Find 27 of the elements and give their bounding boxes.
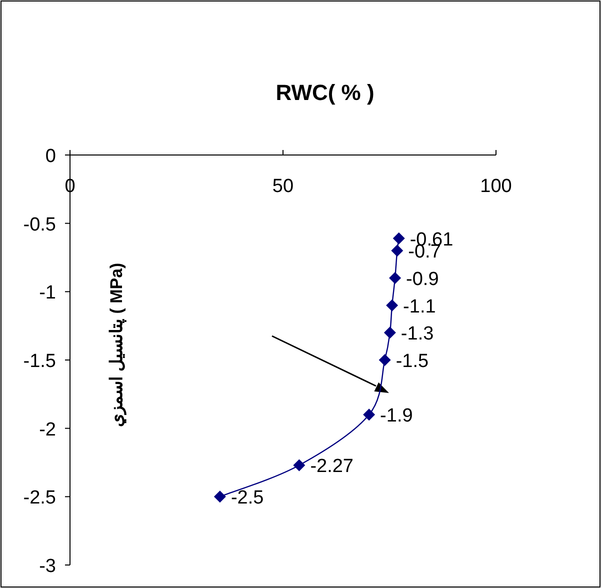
data-label: -0.9	[406, 269, 439, 290]
y-axis-title: پتانسیل اسمزي ( MPa)	[107, 262, 127, 428]
y-tick-label: -1.5	[23, 351, 56, 372]
point	[391, 244, 404, 257]
x-tick-label: 100	[480, 176, 512, 197]
y-tick-label: -3	[39, 556, 56, 577]
y-tick-label: 0	[45, 146, 56, 167]
point	[386, 299, 398, 312]
point	[389, 272, 402, 284]
y-tick-label: -2	[39, 419, 56, 440]
y-tick-label: -1	[39, 282, 56, 304]
data-label: -1.9	[380, 406, 413, 427]
data-label: -2.27	[310, 456, 354, 478]
y-tick-label: -2.5	[23, 488, 56, 509]
x-tick-label: 50	[272, 176, 294, 197]
point	[214, 490, 226, 503]
data-label: -1.1	[403, 296, 436, 318]
x-axis-title: RWC( % )	[276, 80, 374, 105]
data-label: -2.5	[230, 488, 264, 509]
point	[363, 408, 376, 421]
data-label: -1.3	[400, 324, 434, 345]
point	[293, 459, 306, 472]
point	[392, 232, 405, 244]
point	[384, 326, 396, 339]
data-label: -1.5	[396, 351, 429, 372]
y-tick-label: -0.5	[23, 214, 56, 236]
point	[378, 354, 391, 366]
